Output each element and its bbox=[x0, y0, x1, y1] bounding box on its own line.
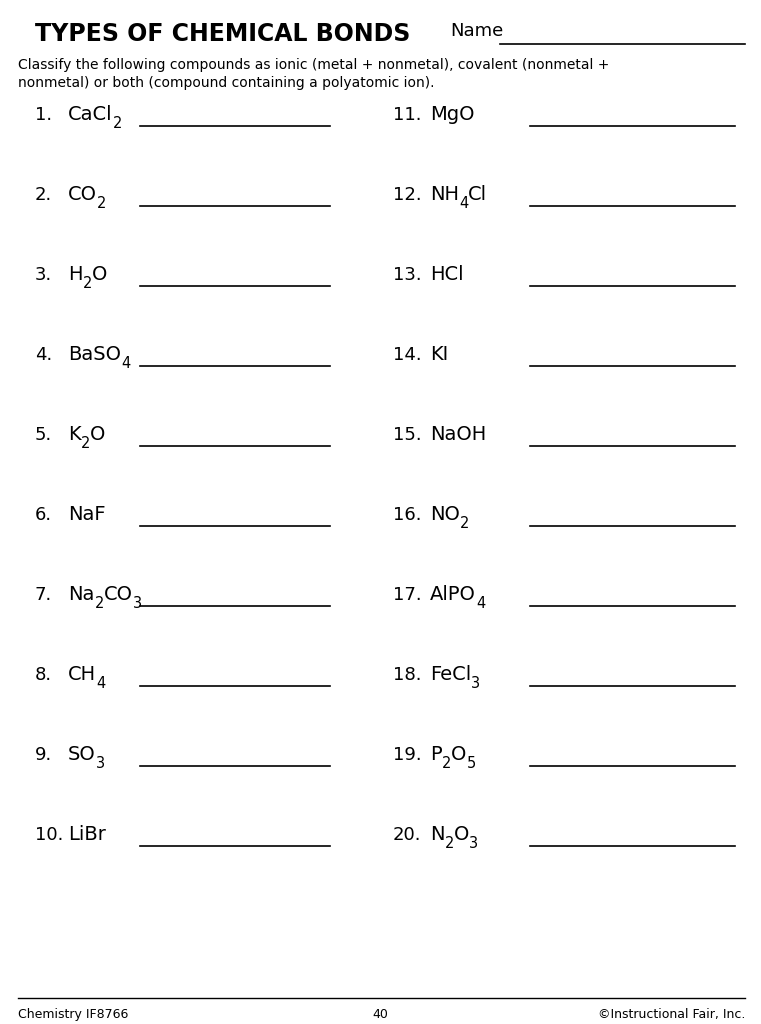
Text: NO: NO bbox=[430, 505, 460, 524]
Text: 20.: 20. bbox=[393, 826, 422, 844]
Text: ©Instructional Fair, Inc.: ©Instructional Fair, Inc. bbox=[597, 1008, 745, 1021]
Text: 4: 4 bbox=[96, 676, 105, 691]
Text: TYPES OF CHEMICAL BONDS: TYPES OF CHEMICAL BONDS bbox=[35, 22, 410, 46]
Text: 5.: 5. bbox=[35, 426, 53, 444]
Text: 2: 2 bbox=[82, 276, 92, 291]
Text: BaSO: BaSO bbox=[68, 345, 121, 364]
Text: 14.: 14. bbox=[393, 346, 422, 364]
Text: KI: KI bbox=[430, 345, 448, 364]
Text: CO: CO bbox=[103, 585, 132, 604]
Text: 17.: 17. bbox=[393, 586, 422, 604]
Text: 13.: 13. bbox=[393, 266, 422, 284]
Text: NaOH: NaOH bbox=[430, 425, 486, 444]
Text: NH: NH bbox=[430, 185, 459, 204]
Text: CH: CH bbox=[68, 665, 96, 684]
Text: 4: 4 bbox=[121, 356, 130, 371]
Text: SO: SO bbox=[68, 745, 96, 764]
Text: Classify the following compounds as ionic (metal + nonmetal), covalent (nonmetal: Classify the following compounds as ioni… bbox=[18, 58, 610, 90]
Text: HCl: HCl bbox=[430, 265, 463, 284]
Text: O: O bbox=[454, 825, 470, 844]
Text: 10.: 10. bbox=[35, 826, 63, 844]
Text: 15.: 15. bbox=[393, 426, 422, 444]
Text: FeCl: FeCl bbox=[430, 665, 471, 684]
Text: 2.: 2. bbox=[35, 186, 53, 204]
Text: 8.: 8. bbox=[35, 666, 52, 684]
Text: 19.: 19. bbox=[393, 746, 422, 764]
Text: 3.: 3. bbox=[35, 266, 53, 284]
Text: 9.: 9. bbox=[35, 746, 53, 764]
Text: 12.: 12. bbox=[393, 186, 422, 204]
Text: 4.: 4. bbox=[35, 346, 53, 364]
Text: K: K bbox=[68, 425, 81, 444]
Text: CaCl: CaCl bbox=[68, 105, 113, 124]
Text: 2: 2 bbox=[444, 836, 454, 851]
Text: 4: 4 bbox=[476, 596, 485, 611]
Text: O: O bbox=[92, 265, 107, 284]
Text: 3: 3 bbox=[471, 676, 480, 691]
Text: 1.: 1. bbox=[35, 106, 52, 124]
Text: 18.: 18. bbox=[393, 666, 422, 684]
Text: LiBr: LiBr bbox=[68, 825, 106, 844]
Text: 6.: 6. bbox=[35, 506, 52, 524]
Text: NaF: NaF bbox=[68, 505, 106, 524]
Text: 3: 3 bbox=[470, 836, 479, 851]
Text: Cl: Cl bbox=[468, 185, 487, 204]
Text: 7.: 7. bbox=[35, 586, 53, 604]
Text: 3: 3 bbox=[132, 596, 142, 611]
Text: 40: 40 bbox=[373, 1008, 388, 1021]
Text: N: N bbox=[430, 825, 444, 844]
Text: AlPO: AlPO bbox=[430, 585, 476, 604]
Text: 3: 3 bbox=[96, 756, 105, 771]
Text: H: H bbox=[68, 265, 82, 284]
Text: 2: 2 bbox=[113, 116, 122, 131]
Text: P: P bbox=[430, 745, 441, 764]
Text: O: O bbox=[90, 425, 105, 444]
Text: 2: 2 bbox=[81, 436, 90, 451]
Text: 2: 2 bbox=[460, 516, 470, 531]
Text: 5: 5 bbox=[466, 756, 476, 771]
Text: Name: Name bbox=[450, 22, 503, 40]
Text: Chemistry IF8766: Chemistry IF8766 bbox=[18, 1008, 129, 1021]
Text: 2: 2 bbox=[441, 756, 451, 771]
Text: 4: 4 bbox=[459, 196, 468, 211]
Text: O: O bbox=[451, 745, 466, 764]
Text: 11.: 11. bbox=[393, 106, 422, 124]
Text: 2: 2 bbox=[94, 596, 103, 611]
Text: CO: CO bbox=[68, 185, 97, 204]
Text: MgO: MgO bbox=[430, 105, 475, 124]
Text: 16.: 16. bbox=[393, 506, 422, 524]
Text: 2: 2 bbox=[97, 196, 107, 211]
Text: Na: Na bbox=[68, 585, 94, 604]
